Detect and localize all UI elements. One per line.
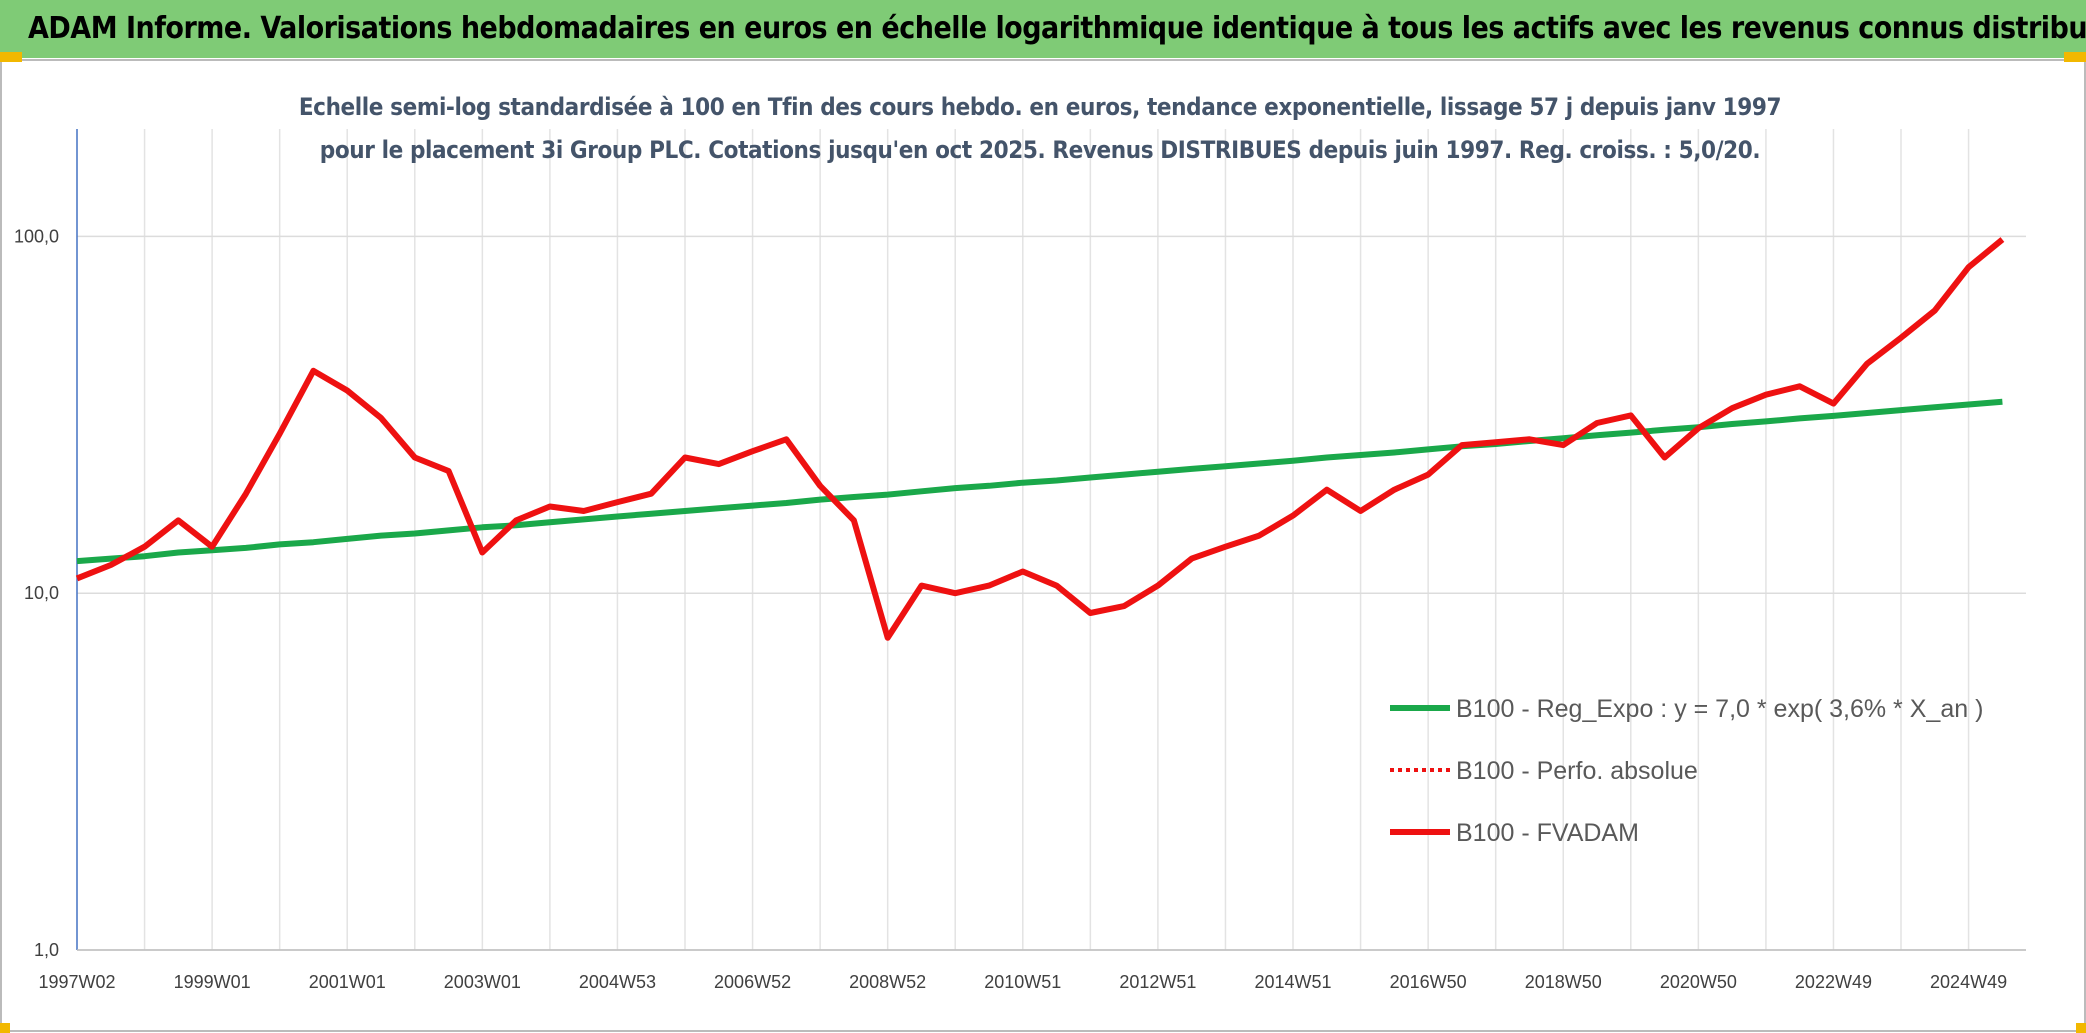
x-tick-label: 1999W01	[174, 972, 251, 992]
corner	[0, 1023, 10, 1033]
x-tick-label: 2020W50	[1660, 972, 1737, 992]
x-tick-label: 2014W51	[1254, 972, 1331, 992]
corner	[2076, 1023, 2086, 1033]
x-tick-label: 2006W52	[714, 972, 791, 992]
chart-subtitle: Echelle semi-log standardisée à 100 en T…	[298, 93, 1782, 164]
y-tick-label: 100,0	[14, 226, 59, 246]
header-title: ADAM Informe. Valorisations hebdomadaire…	[0, 0, 2086, 58]
y-tick-label: 10,0	[24, 583, 59, 603]
corner	[0, 52, 22, 62]
x-tick-label: 2001W01	[309, 972, 386, 992]
y-tick-label: 1,0	[34, 940, 59, 960]
legend-label: B100 - Perfo. absolue	[1456, 757, 1698, 785]
frame	[0, 59, 2086, 1032]
legend-label: B100 - FVADAM	[1456, 819, 1639, 847]
x-tick-label: 2024W49	[1930, 972, 2007, 992]
x-tick-label: 2010W51	[984, 972, 1061, 992]
x-tick-label: 2008W52	[849, 972, 926, 992]
series-line	[76, 398, 2003, 565]
x-tick-label: 2022W49	[1795, 972, 1872, 992]
x-tick-label: 2012W51	[1119, 972, 1196, 992]
legend-label: B100 - Reg_Expo : y = 7,0 * exp( 3,6% * …	[1456, 695, 1983, 723]
x-tick-label: 2016W50	[1390, 972, 1467, 992]
x-tick-label: 2004W53	[579, 972, 656, 992]
corner	[2064, 52, 2086, 62]
x-tick-label: 2018W50	[1525, 972, 1602, 992]
x-tick-label: 2003W01	[444, 972, 521, 992]
series-line	[75, 237, 2005, 641]
x-tick-label: 1997W02	[38, 972, 115, 992]
